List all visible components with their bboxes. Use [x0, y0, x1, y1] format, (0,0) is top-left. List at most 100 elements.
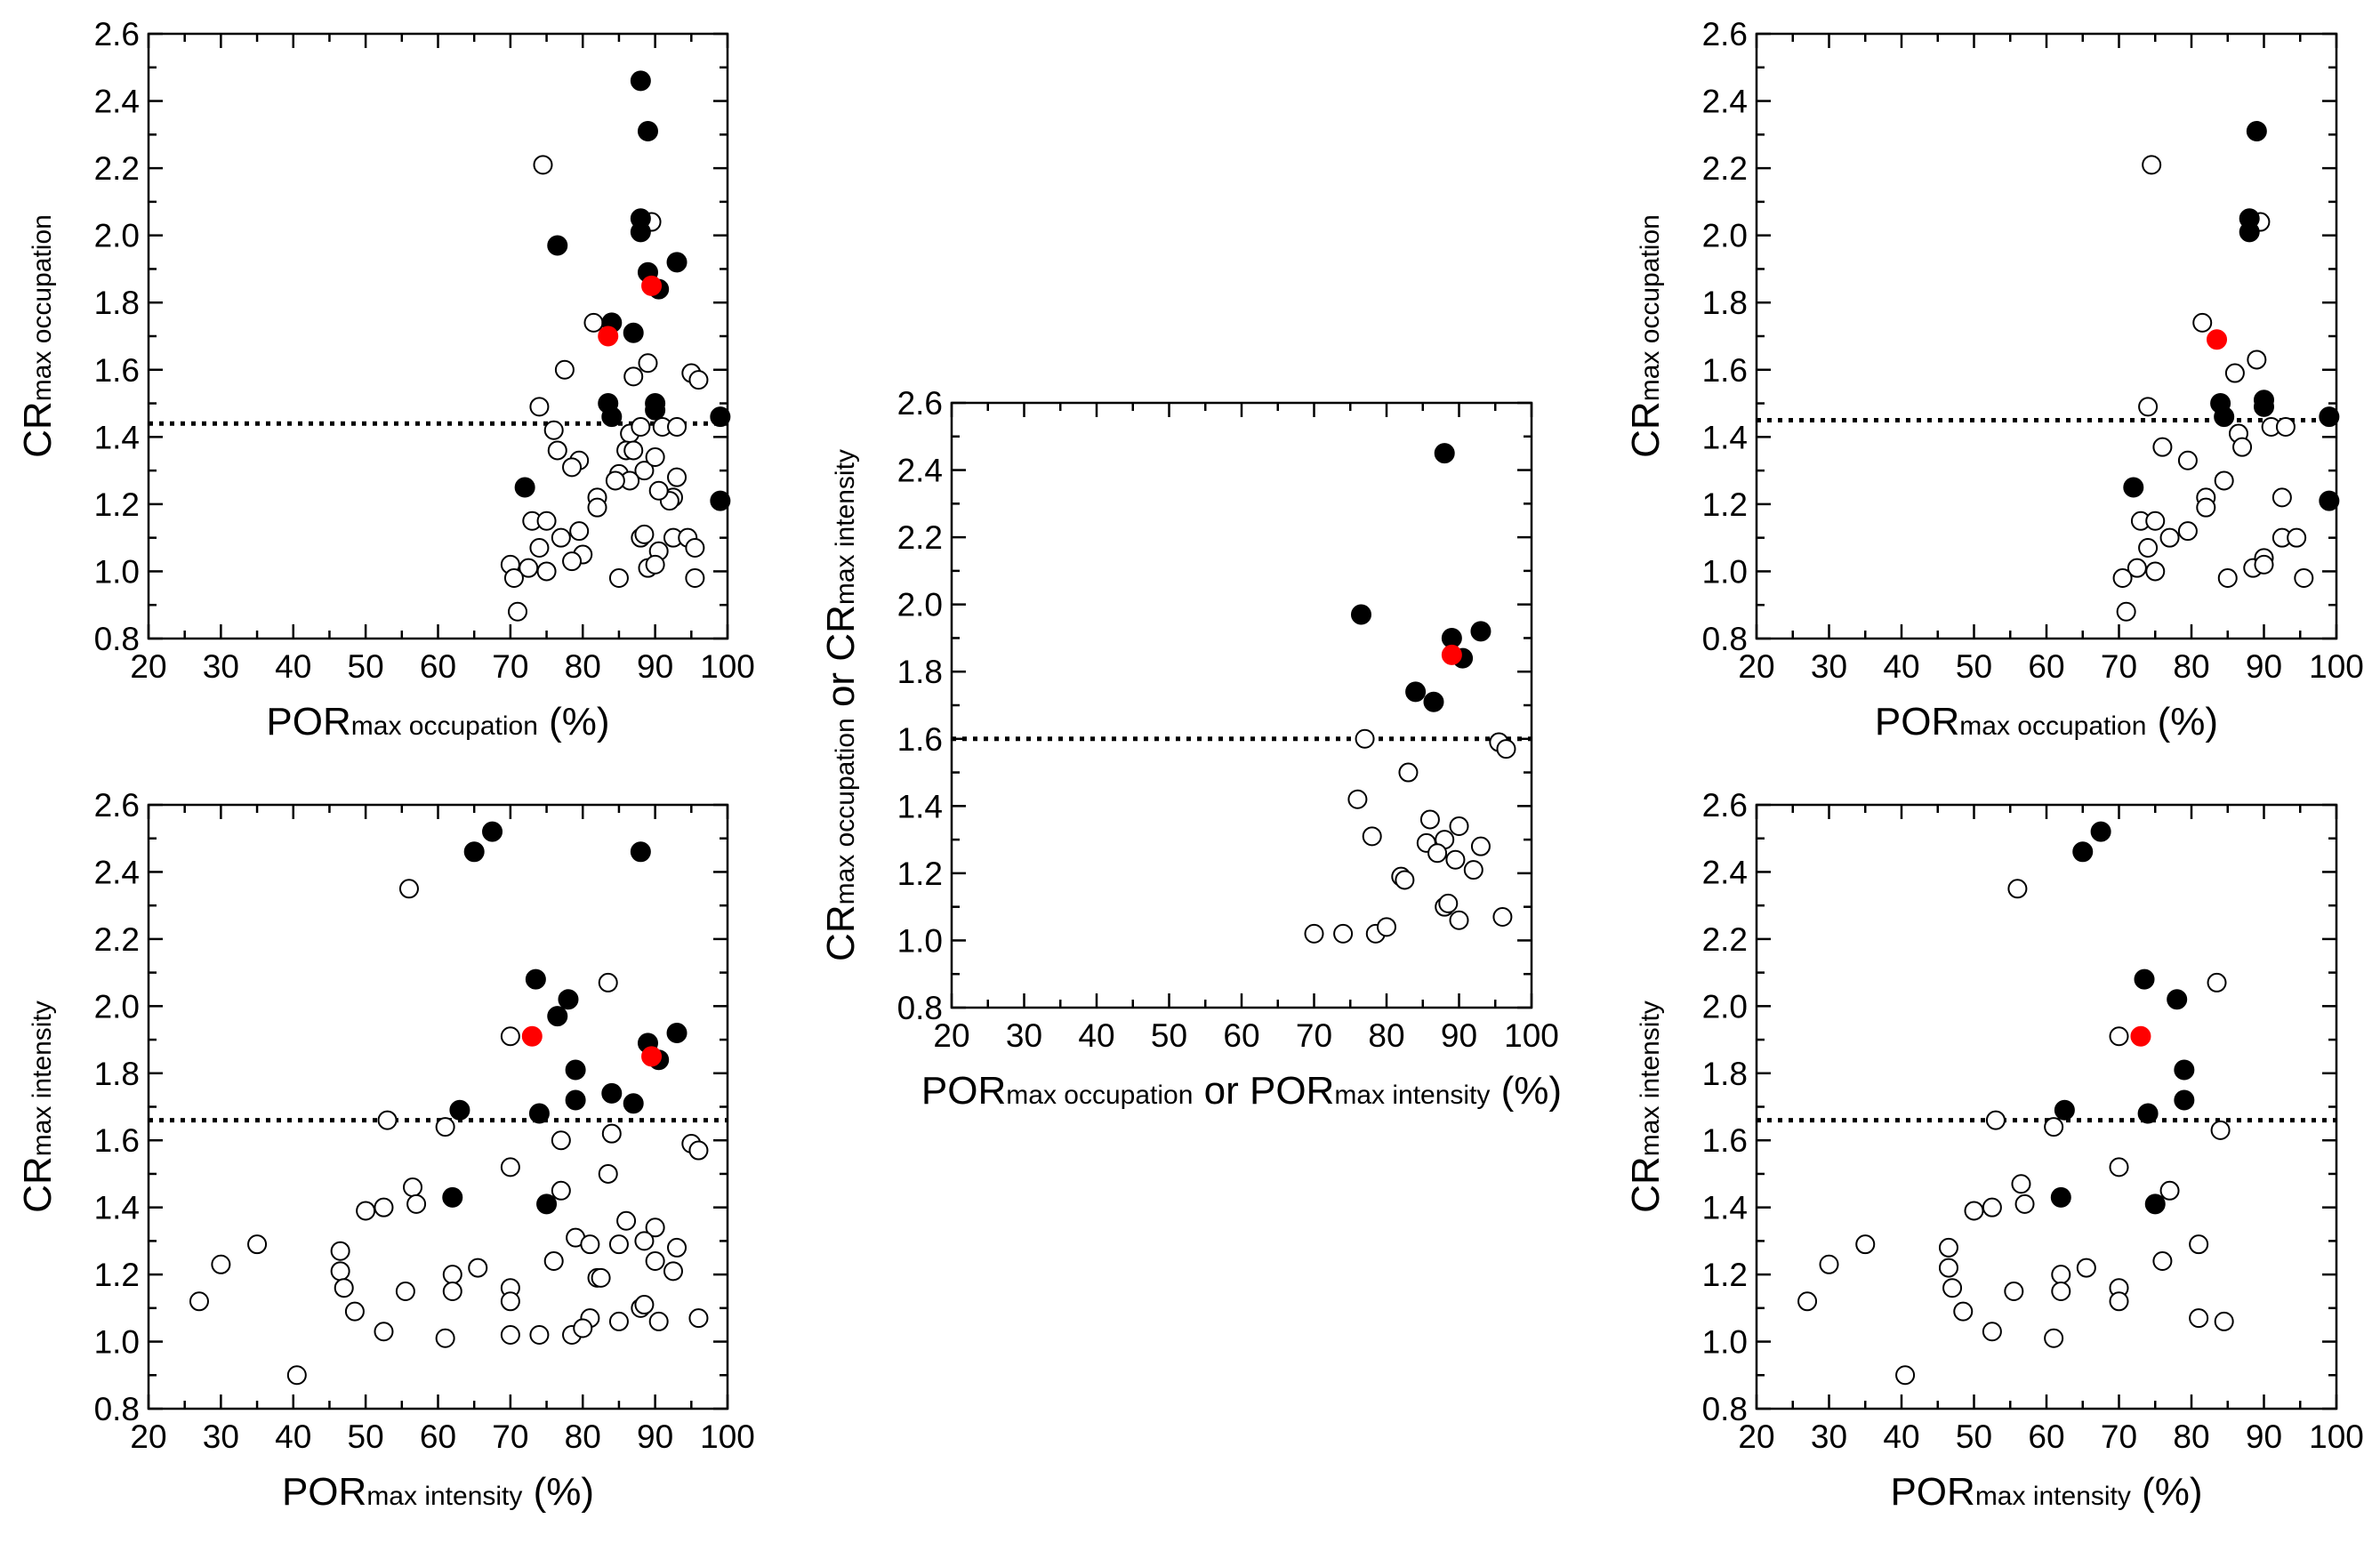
x-axis-label-sub: max occupation — [1959, 711, 2146, 741]
open-data-point — [2044, 1117, 2064, 1137]
open-data-point — [616, 1210, 637, 1231]
y-tick-label: 1.4 — [1702, 419, 1748, 455]
filled-data-point — [601, 1082, 623, 1104]
x-tick-label: 30 — [203, 648, 239, 685]
y-axis-label-sub: max intensity — [28, 1001, 57, 1156]
open-data-point — [688, 370, 709, 390]
open-data-point — [1355, 728, 1375, 749]
open-data-point — [645, 1218, 665, 1238]
filled-data-point — [442, 1186, 463, 1208]
open-data-point — [2109, 1026, 2129, 1047]
y-axis-label-sub2: max intensity — [831, 449, 860, 605]
filled-data-point — [565, 1059, 586, 1081]
open-data-point — [2004, 1281, 2024, 1301]
x-tick-label: 90 — [2246, 1418, 2282, 1455]
y-axis-label-sub: max occupation — [1636, 214, 1665, 401]
highlight-data-point — [641, 1046, 663, 1067]
open-data-point — [2214, 470, 2234, 491]
x-axis-label-suffix: (%) — [1490, 1069, 1562, 1113]
x-tick-label: 20 — [130, 1418, 166, 1455]
filled-data-point — [528, 1103, 550, 1124]
open-data-point — [569, 521, 590, 542]
y-tick-label: 1.4 — [94, 419, 140, 455]
open-data-point — [562, 457, 583, 478]
open-data-point — [536, 510, 557, 531]
y-axis-label: CRmax occupation or CRmax intensity — [819, 449, 863, 961]
y-tick-label: 1.0 — [94, 1324, 140, 1361]
open-data-point — [2217, 568, 2238, 588]
open-data-point — [2196, 497, 2216, 518]
x-tick-label: 80 — [1368, 1017, 1404, 1054]
filled-data-point — [525, 968, 546, 990]
open-data-point — [1496, 739, 1516, 759]
y-axis-label: CRmax occupation — [1624, 214, 1668, 458]
filled-data-point — [547, 235, 568, 256]
open-data-point — [2232, 437, 2253, 457]
filled-data-point — [666, 252, 687, 273]
open-data-point — [2109, 1157, 2129, 1177]
open-data-point — [2189, 1308, 2209, 1329]
open-data-point — [334, 1278, 354, 1298]
x-tick-label: 20 — [1738, 1418, 1774, 1455]
x-tick-label: 70 — [492, 648, 528, 685]
x-tick-label: 100 — [700, 648, 755, 685]
highlight-data-point — [2207, 329, 2228, 350]
y-tick-label: 2.0 — [94, 218, 140, 254]
x-tick-label: 50 — [348, 1418, 384, 1455]
y-tick-label: 1.6 — [1702, 352, 1748, 389]
open-data-point — [634, 1295, 655, 1315]
open-data-point — [2145, 561, 2166, 582]
filled-data-point — [2254, 396, 2274, 417]
y-tick-label: 2.6 — [94, 787, 140, 824]
open-data-point — [551, 1130, 571, 1151]
x-tick-label: 80 — [565, 1418, 601, 1455]
open-data-point — [374, 1322, 394, 1342]
open-data-point — [1347, 789, 1368, 809]
filled-data-point — [2090, 821, 2111, 842]
x-tick-label: 40 — [1078, 1017, 1114, 1054]
highlight-data-point — [1441, 644, 1462, 665]
open-data-point — [344, 1301, 365, 1322]
open-data-point — [648, 480, 669, 501]
x-axis-label: PORmax occupation or PORmax intensity (%… — [921, 1069, 1562, 1113]
open-data-point — [634, 1231, 655, 1251]
x-tick-label: 30 — [1811, 648, 1847, 685]
x-tick-label: 40 — [275, 1418, 311, 1455]
y-tick-label: 1.0 — [94, 553, 140, 590]
open-data-point — [573, 1318, 593, 1338]
scatter-panel-top-right: 20 30 40 50 60 70 80 90 100 0.8 1.0 1.2 1.4 1.6 1.8 2.0… — [1624, 16, 2364, 743]
open-data-point — [2014, 1193, 2035, 1214]
open-data-point — [605, 470, 625, 491]
open-data-point — [1492, 907, 1513, 927]
y-tick-label: 2.0 — [1702, 988, 1748, 1025]
x-tick-label: 70 — [492, 1418, 528, 1455]
y-tick-label: 0.8 — [94, 1391, 140, 1427]
filled-data-point — [2137, 1103, 2159, 1124]
filled-data-point — [558, 989, 579, 1010]
filled-data-point — [645, 399, 666, 421]
x-tick-label: 20 — [1738, 648, 1774, 685]
y-tick-label: 1.2 — [1702, 1257, 1748, 1293]
open-data-point — [608, 1234, 629, 1255]
x-tick-label: 50 — [1956, 648, 1992, 685]
y-tick-label: 0.8 — [94, 621, 140, 657]
open-data-point — [2214, 1311, 2234, 1331]
y-tick-label: 1.8 — [94, 1056, 140, 1092]
open-data-point — [1938, 1258, 1958, 1278]
y-tick-label: 2.4 — [94, 84, 140, 120]
x-tick-label: 30 — [1811, 1418, 1847, 1455]
filled-data-point — [2239, 221, 2260, 243]
y-tick-label: 2.2 — [1702, 921, 1748, 958]
x-axis-label-main: POR — [1875, 700, 1959, 743]
open-data-point — [2271, 487, 2292, 508]
y-axis-label-sub: max intensity — [1636, 1001, 1665, 1156]
filled-data-point — [630, 841, 651, 863]
open-data-point — [2247, 350, 2267, 370]
open-data-point — [442, 1265, 462, 1285]
open-data-point — [1463, 860, 1483, 880]
open-data-point — [2127, 558, 2147, 578]
y-tick-label: 2.6 — [1702, 787, 1748, 824]
x-axis-label-mid: or POR — [1193, 1069, 1334, 1113]
open-data-point — [2287, 527, 2307, 548]
open-data-point — [1985, 1110, 2006, 1130]
